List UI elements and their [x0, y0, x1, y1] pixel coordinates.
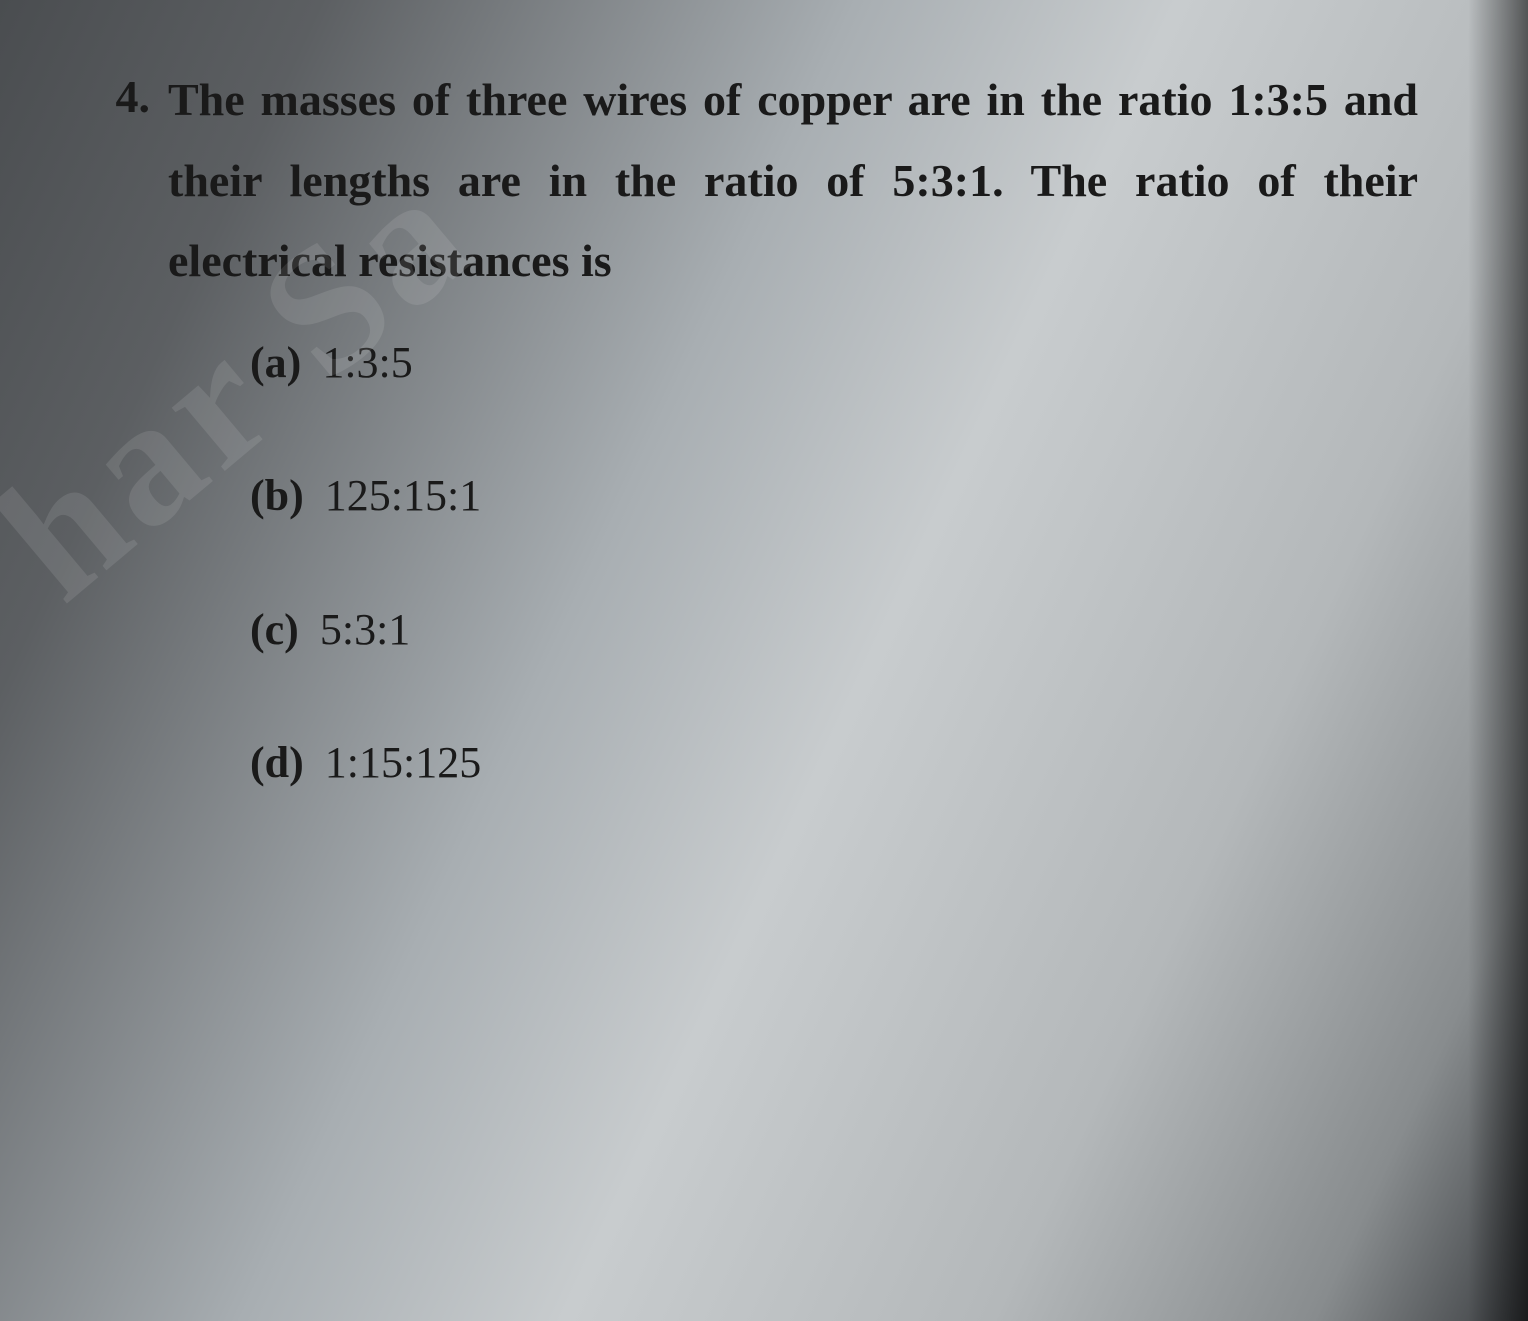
question-stem: The masses of three wires of copper are …	[168, 60, 1418, 302]
option-text: 5:3:1	[320, 605, 410, 654]
option-a: (a) 1:3:5	[250, 332, 1418, 394]
option-label: (b)	[250, 471, 304, 520]
question-block: 4. The masses of three wires of copper a…	[80, 60, 1418, 302]
options-list: (a) 1:3:5 (b) 125:15:1 (c) 5:3:1 (d) 1:1…	[250, 332, 1418, 794]
vignette-right	[1468, 0, 1528, 1321]
option-text: 1:15:125	[325, 738, 481, 787]
option-label: (d)	[250, 738, 304, 787]
option-label: (c)	[250, 605, 299, 654]
question-number: 4.	[80, 60, 168, 134]
option-text: 1:3:5	[322, 338, 412, 387]
option-label: (a)	[250, 338, 301, 387]
option-text: 125:15:1	[325, 471, 481, 520]
option-b: (b) 125:15:1	[250, 465, 1418, 527]
option-c: (c) 5:3:1	[250, 599, 1418, 661]
option-d: (d) 1:15:125	[250, 732, 1418, 794]
page: har Sa 4. The masses of three wires of c…	[0, 0, 1528, 1321]
